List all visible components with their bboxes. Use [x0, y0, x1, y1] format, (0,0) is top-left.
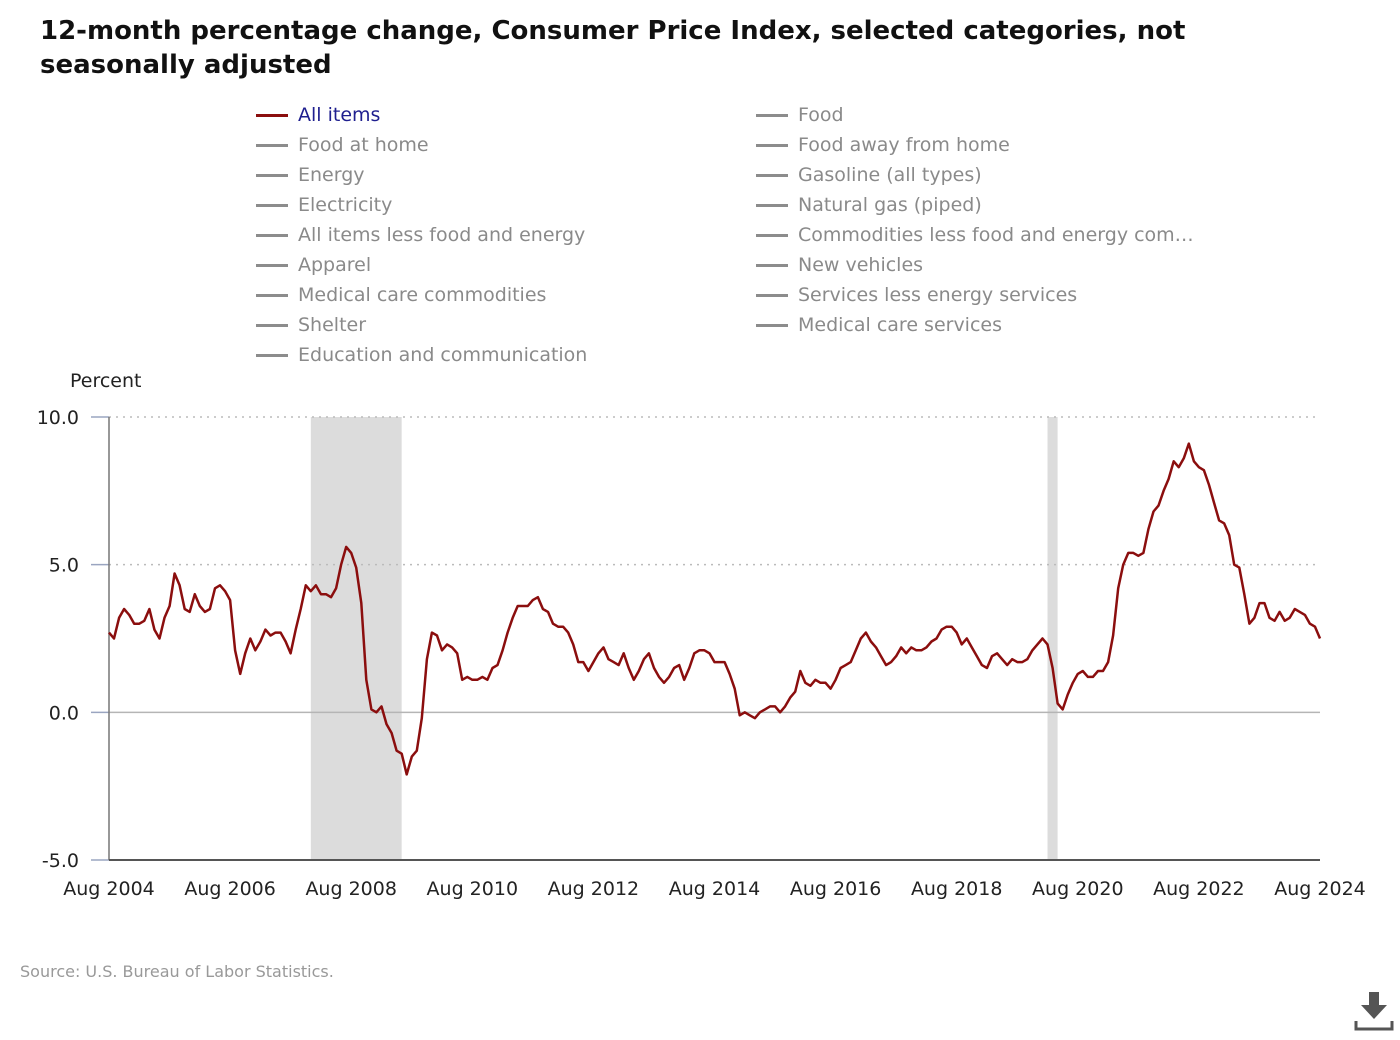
series-layer [108, 442, 1322, 776]
axes [91, 416, 1320, 861]
x-tick-label: Aug 2008 [305, 878, 397, 900]
x-tick-label: Aug 2012 [548, 878, 640, 900]
legend-item[interactable]: Services less energy services [756, 280, 1077, 310]
legend-swatch [756, 113, 788, 117]
legend-item[interactable]: Gasoline (all types) [756, 160, 982, 190]
legend-label: Energy [298, 164, 365, 186]
legend-label: New vehicles [798, 254, 924, 276]
legend-label: Education and communication [298, 344, 588, 366]
legend-swatch [256, 203, 288, 207]
legend-item[interactable]: Medical care commodities [256, 280, 546, 310]
legend-swatch [256, 113, 288, 117]
legend-label: Food away from home [798, 134, 1010, 156]
recession-shading [310, 417, 1058, 860]
legend-item[interactable]: Education and communication [256, 340, 587, 370]
legend-item[interactable]: All items [256, 100, 380, 130]
legend-swatch [756, 203, 788, 207]
x-tick-label: Aug 2020 [1032, 878, 1124, 900]
legend-item[interactable]: New vehicles [756, 250, 923, 280]
series-line-all-items [108, 442, 1322, 776]
y-axis-label: Percent [70, 370, 142, 392]
line-chart: 10.0 5.0 0.0 -5.0 Percent Aug 2004 Aug 2006 Aug… [37, 370, 1366, 900]
gridlines [109, 416, 1320, 714]
legend-swatch [756, 323, 788, 327]
legend-item[interactable]: Electricity [256, 190, 392, 220]
x-tick-label: Aug 2010 [427, 878, 519, 900]
tick-labels: 10.0 5.0 0.0 -5.0 Percent Aug 2004 Aug 2006 Aug… [37, 370, 1366, 900]
x-tick-label: Aug 2024 [1274, 878, 1366, 900]
recession-band [310, 417, 402, 860]
legend-item[interactable]: Food at home [256, 130, 429, 160]
legend-swatch [256, 233, 288, 237]
legend-label: All items less food and energy [298, 224, 586, 246]
x-tick-label: Aug 2014 [669, 878, 761, 900]
legend-label: Food [798, 104, 844, 126]
legend-item[interactable]: Medical care services [756, 310, 1002, 340]
x-tick-label: Aug 2018 [911, 878, 1003, 900]
legend-swatch [756, 263, 788, 267]
legend-swatch [256, 323, 288, 327]
legend-label: Gasoline (all types) [798, 164, 982, 186]
legend-swatch [756, 173, 788, 177]
legend-swatch [756, 293, 788, 297]
x-tick-label: Aug 2022 [1153, 878, 1245, 900]
legend-swatch [256, 143, 288, 147]
legend-label: All items [298, 104, 381, 126]
legend-swatch [756, 233, 788, 237]
legend-item[interactable]: Commodities less food and energy com… [756, 220, 1194, 250]
y-tick-label: -5.0 [42, 850, 79, 872]
x-tick-label: Aug 2004 [63, 878, 155, 900]
legend-label: Electricity [298, 194, 393, 216]
legend-item[interactable]: Apparel [256, 250, 371, 280]
legend-swatch [256, 293, 288, 297]
legend-label: Medical care services [798, 314, 1002, 336]
legend-label: Shelter [298, 314, 367, 336]
chart-title: 12-month percentage change, Consumer Pri… [40, 16, 1186, 80]
legend-label: Services less energy services [798, 284, 1078, 306]
x-tick-label: Aug 2016 [790, 878, 882, 900]
legend-item[interactable]: Energy [256, 160, 365, 190]
y-tick-label: 0.0 [49, 702, 79, 724]
download-icon[interactable] [1352, 990, 1396, 1034]
legend-item[interactable]: Food [756, 100, 844, 130]
legend-label: Food at home [298, 134, 429, 156]
legend-label: Commodities less food and energy com… [798, 224, 1194, 246]
legend-swatch [256, 353, 288, 357]
legend-label: Apparel [298, 254, 372, 276]
legend-item[interactable]: Natural gas (piped) [756, 190, 982, 220]
legend-label: Medical care commodities [298, 284, 547, 306]
legend-item[interactable]: Shelter [256, 310, 366, 340]
recession-band [1047, 417, 1058, 860]
x-tick-label: Aug 2006 [184, 878, 276, 900]
legend-swatch [256, 173, 288, 177]
legend-item[interactable]: All items less food and energy [256, 220, 585, 250]
legend-label: Natural gas (piped) [798, 194, 982, 216]
legend-item[interactable]: Food away from home [756, 130, 1010, 160]
source-note: Source: U.S. Bureau of Labor Statistics. [20, 962, 334, 981]
legend-swatch [256, 263, 288, 267]
y-tick-label: 5.0 [49, 555, 79, 577]
y-tick-label: 10.0 [37, 407, 79, 429]
legend-swatch [756, 143, 788, 147]
